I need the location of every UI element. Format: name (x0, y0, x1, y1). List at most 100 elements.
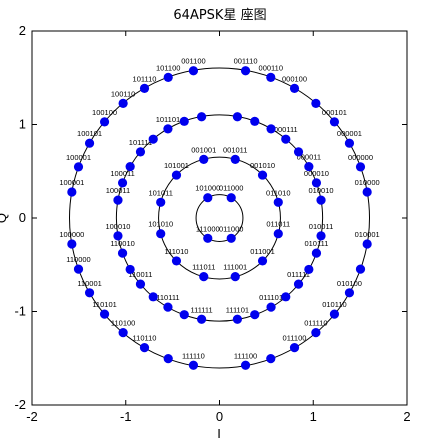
constellation-point (196, 112, 207, 122)
point-label: 000010 (304, 169, 329, 178)
point-label: 100101 (77, 129, 102, 138)
point-label: 100010 (105, 222, 130, 231)
constellation-point (148, 292, 158, 302)
axis-ticks: -2 -1 0 1 2 -2 -1 0 1 2 (14, 23, 410, 424)
constellation-point (316, 195, 326, 205)
constellation-point (125, 264, 135, 275)
point-label: 100100 (92, 108, 117, 117)
constellation-point (117, 248, 128, 258)
point-label: 101110 (133, 74, 157, 83)
point-label: 101000 (195, 184, 220, 193)
constellation-point (188, 66, 199, 76)
constellation-point (203, 233, 213, 243)
x-tick-label: -2 (26, 409, 38, 424)
constellation-point (163, 72, 173, 82)
point-label: 111011 (192, 263, 215, 272)
point-label: 110000 (66, 255, 90, 264)
point-label: 011100 (283, 334, 307, 343)
point-label: 000011 (297, 153, 321, 162)
point-label: 111111 (190, 305, 212, 314)
constellation-point (293, 279, 304, 289)
point-label: 100001 (66, 153, 91, 162)
point-label: 100001 (59, 178, 84, 187)
point-label: 110011 (129, 270, 153, 279)
constellation-point (289, 83, 300, 94)
constellation-point (118, 328, 128, 338)
y-axis-label: Q (0, 213, 9, 223)
constellation-point (171, 256, 182, 266)
constellation-point (355, 264, 366, 274)
x-tick-label: -1 (120, 409, 132, 424)
constellation-point (293, 147, 304, 157)
point-label: 011111 (287, 270, 310, 279)
point-label: 110111 (156, 293, 179, 302)
point-label: 101100 (156, 63, 180, 72)
ring-circles (69, 67, 370, 369)
constellation-point (232, 314, 243, 324)
point-label: 011000 (219, 184, 243, 193)
constellation-point (135, 147, 146, 157)
constellation-point (113, 195, 123, 205)
point-label: 010011 (309, 222, 333, 231)
constellation-point (329, 117, 340, 127)
point-label: 110001 (77, 279, 101, 288)
point-label: 011011 (266, 220, 290, 229)
constellation-point (304, 264, 314, 275)
point-label: 001010 (250, 161, 275, 170)
constellation-point (250, 116, 260, 126)
constellation-point (139, 83, 150, 94)
constellation-point (266, 354, 276, 364)
constellation-point (226, 193, 236, 203)
constellation-point (139, 342, 150, 353)
point-label: 000000 (348, 153, 373, 162)
constellation-point (163, 354, 173, 364)
point-label: 110100 (111, 319, 135, 328)
point-label: 010100 (337, 279, 362, 288)
point-label: 111101 (226, 305, 249, 314)
constellation-point (281, 292, 291, 302)
constellation-point (329, 309, 340, 319)
constellation-points (67, 66, 372, 370)
x-axis-label: I (217, 426, 221, 441)
constellation-point (250, 310, 260, 320)
constellation-point (240, 66, 251, 76)
point-label: 000101 (322, 108, 347, 117)
constellation-point (84, 138, 95, 148)
point-label: 010000 (355, 178, 380, 187)
constellation-point (257, 170, 268, 180)
constellation-point (125, 161, 135, 172)
point-label: 000110 (259, 63, 283, 72)
point-label: 011001 (250, 247, 274, 256)
y-tick-label: 1 (19, 117, 26, 132)
constellation-point (355, 162, 366, 172)
point-label: 000111 (274, 125, 298, 134)
y-tick-label: -1 (14, 304, 26, 319)
point-label: 010110 (322, 300, 346, 309)
constellation-point (163, 124, 173, 134)
constellation-point (188, 360, 199, 370)
point-label: 110110 (133, 334, 157, 343)
constellation-point (179, 310, 189, 320)
constellation-point (99, 309, 110, 319)
constellation-point (163, 302, 173, 312)
constellation-point (67, 239, 77, 249)
constellation-point (311, 328, 321, 338)
constellation-point (156, 229, 166, 239)
constellation-point (179, 116, 189, 126)
constellation-point (311, 248, 322, 258)
constellation-point (266, 302, 276, 312)
constellation-point (344, 288, 355, 298)
x-tick-label: 2 (403, 409, 410, 424)
point-label: 000001 (337, 129, 362, 138)
ring-circle (115, 114, 324, 322)
point-label: 001100 (181, 57, 205, 66)
constellation-point (281, 134, 291, 144)
constellation-point (311, 98, 321, 108)
point-label: 101001 (164, 161, 189, 170)
constellation-point (362, 187, 372, 197)
point-label: 101010 (148, 220, 173, 229)
point-label: 000100 (282, 74, 307, 83)
x-tick-label: 1 (310, 409, 317, 424)
